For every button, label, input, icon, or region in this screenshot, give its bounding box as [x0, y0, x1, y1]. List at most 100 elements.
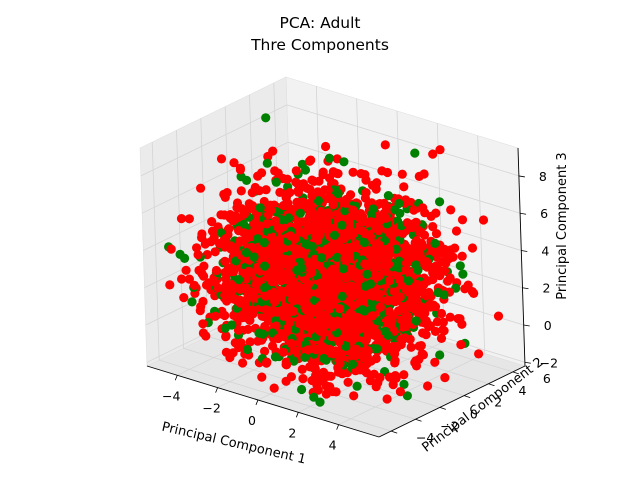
- data-point: [269, 383, 279, 393]
- data-point: [357, 226, 367, 236]
- data-point: [184, 274, 194, 284]
- data-point: [400, 322, 410, 332]
- data-point: [401, 258, 411, 268]
- data-point: [284, 213, 294, 223]
- data-point: [210, 247, 220, 257]
- data-point: [238, 358, 248, 368]
- data-point: [223, 267, 233, 278]
- data-point: [383, 252, 393, 262]
- x-tick-mark: [295, 412, 299, 418]
- data-point: [233, 325, 244, 335]
- data-point: [446, 205, 456, 215]
- data-point: [401, 265, 411, 275]
- data-point: [193, 250, 203, 260]
- x-tick-mark: [215, 387, 218, 393]
- x-tick-label: 4: [329, 438, 337, 453]
- data-point: [289, 356, 299, 366]
- data-point: [176, 214, 187, 224]
- data-point: [399, 379, 409, 389]
- data-point: [355, 214, 365, 224]
- data-point: [259, 238, 269, 248]
- data-point: [430, 357, 440, 367]
- data-point: [371, 184, 381, 194]
- data-point: [283, 271, 293, 281]
- data-point: [432, 317, 443, 327]
- data-point: [349, 391, 359, 401]
- data-point: [395, 387, 405, 397]
- data-point: [423, 381, 433, 391]
- data-point: [184, 214, 194, 224]
- data-point: [339, 157, 349, 167]
- y-tick-label: −2: [440, 418, 458, 433]
- data-point: [238, 236, 248, 246]
- data-point: [338, 264, 348, 274]
- data-point: [369, 261, 380, 271]
- data-point: [197, 269, 207, 279]
- z-gridline: [141, 141, 521, 214]
- data-point: [372, 344, 382, 354]
- data-point: [389, 286, 399, 296]
- chart-title-line2: Thre Components: [250, 36, 389, 54]
- data-point: [234, 226, 244, 236]
- x-tick-mark: [336, 424, 340, 430]
- data-point: [300, 227, 310, 237]
- data-point: [360, 281, 370, 291]
- data-point: [329, 230, 340, 240]
- scatter-points: [164, 113, 504, 407]
- data-point: [262, 219, 272, 229]
- data-point: [305, 323, 315, 333]
- data-point: [367, 254, 377, 264]
- data-point: [175, 249, 185, 259]
- data-point: [406, 342, 416, 352]
- data-point: [313, 288, 323, 298]
- data-point: [463, 280, 473, 290]
- data-point: [314, 325, 324, 335]
- data-point: [328, 386, 338, 397]
- y-tick-label: 2: [494, 395, 502, 410]
- y-gridline: [151, 142, 392, 432]
- data-point: [196, 183, 206, 193]
- data-point: [493, 311, 504, 321]
- y-axis-line: [378, 365, 526, 438]
- data-point: [291, 166, 301, 176]
- data-point: [340, 253, 350, 263]
- data-point: [366, 217, 376, 227]
- data-point: [348, 167, 358, 177]
- data-point: [307, 241, 317, 252]
- data-point: [293, 201, 304, 211]
- data-point: [319, 222, 329, 232]
- data-point: [397, 169, 407, 179]
- data-point: [390, 349, 400, 359]
- z-tick-label: 8: [539, 169, 547, 184]
- data-point: [364, 247, 374, 257]
- data-point: [380, 326, 390, 336]
- data-point: [436, 333, 447, 343]
- data-point: [362, 331, 373, 341]
- data-point: [241, 274, 251, 284]
- data-point: [373, 242, 383, 252]
- data-point: [362, 269, 372, 279]
- data-point: [281, 359, 291, 370]
- data-point: [457, 215, 468, 225]
- data-point: [402, 314, 412, 324]
- data-point: [340, 198, 350, 208]
- z-tick-mark: [520, 212, 527, 215]
- x-tick-label: 2: [288, 425, 296, 440]
- data-point: [400, 333, 410, 343]
- data-point: [428, 222, 438, 232]
- data-point: [441, 258, 451, 268]
- axes-lines: [146, 147, 526, 438]
- data-point: [297, 364, 307, 374]
- z-tick-mark: [522, 287, 529, 290]
- data-point: [433, 287, 443, 298]
- data-point: [353, 275, 364, 285]
- data-point: [390, 356, 400, 366]
- data-point: [315, 301, 325, 311]
- data-point: [404, 276, 414, 286]
- y-tick-mark: [439, 407, 446, 410]
- data-point: [376, 215, 386, 225]
- data-point: [345, 330, 355, 340]
- data-point: [329, 288, 339, 299]
- data-point: [261, 113, 271, 123]
